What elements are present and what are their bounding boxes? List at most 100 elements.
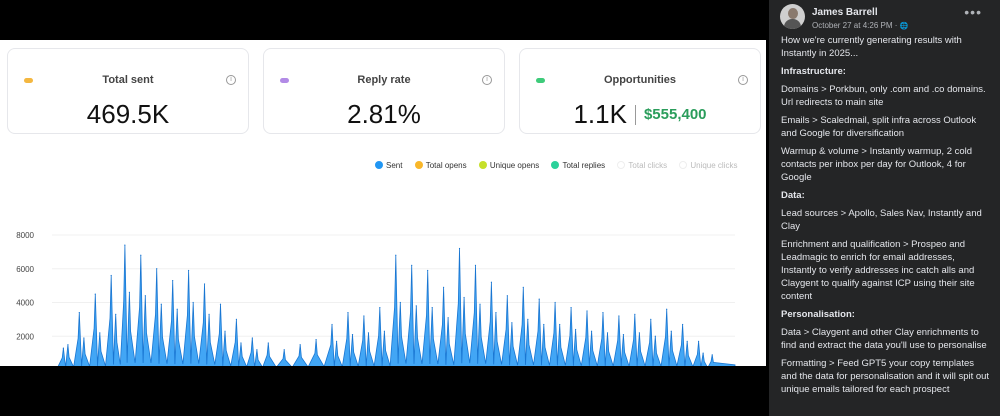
- sent-peak-point: [172, 279, 174, 282]
- avatar-body: [784, 19, 801, 29]
- sent-peak-point: [331, 323, 333, 326]
- info-icon[interactable]: i: [226, 75, 236, 85]
- y-tick-label: 4000: [16, 299, 34, 308]
- total-sent-value: 469.5K: [86, 99, 170, 129]
- sent-peak-point: [299, 344, 301, 346]
- legend-dot-icon: [617, 161, 626, 169]
- sent-peak-point: [160, 303, 162, 305]
- total-sent-card: Total sent i 469.5K: [7, 48, 249, 134]
- legend-label: Unique opens: [489, 161, 540, 170]
- post-author[interactable]: James Barrell: [812, 7, 878, 18]
- sent-peak-point: [240, 342, 242, 344]
- sent-peak-point: [399, 301, 401, 304]
- sent-peak-point: [442, 286, 445, 288]
- legend-item-total-replies[interactable]: Total replies: [551, 161, 605, 170]
- reply-rate-title: Reply rate: [357, 74, 411, 86]
- sent-peak-point: [363, 315, 365, 317]
- sent-peak-point: [479, 303, 481, 305]
- sent-peak-point: [490, 281, 492, 283]
- legend-item-sent[interactable]: Sent: [375, 161, 402, 170]
- sent-peak-point: [235, 318, 238, 320]
- info-icon[interactable]: i: [738, 75, 748, 85]
- legend-item-total-clicks[interactable]: Total clicks: [617, 161, 667, 170]
- sent-peak-point: [347, 312, 349, 314]
- legend-dot-icon: [679, 161, 688, 169]
- legend-item-unique-opens[interactable]: Unique opens: [478, 161, 540, 170]
- post-heading: Personalisation:: [781, 309, 855, 320]
- info-icon[interactable]: i: [482, 75, 492, 85]
- post-timestamp[interactable]: October 27 at 4:26 PM ·: [812, 21, 900, 30]
- sent-peak-point: [686, 340, 688, 342]
- sent-peak-point: [638, 332, 640, 334]
- post-paragraph: How we're currently generating results w…: [781, 35, 962, 59]
- sent-peak-point: [463, 296, 465, 299]
- post-paragraph: Enrichment and qualification > Prospeo a…: [781, 239, 975, 302]
- sent-peak-point: [527, 318, 529, 320]
- sent-peak-point: [682, 323, 684, 326]
- sent-peak-point: [506, 295, 508, 297]
- sent-peak-point: [654, 335, 656, 337]
- reply-rate-value: 2.81%: [347, 99, 421, 129]
- sent-peak-point: [590, 330, 593, 332]
- divider: [634, 105, 636, 125]
- post-heading: Infrastructure:: [781, 66, 846, 77]
- y-tick-label: 6000: [16, 265, 34, 274]
- sent-peak-point: [586, 310, 588, 312]
- avatar-head: [788, 8, 798, 19]
- avatar[interactable]: [780, 4, 805, 29]
- sent-peak-point: [543, 323, 545, 326]
- sent-peak-point: [267, 342, 269, 344]
- sent-peak-point: [192, 301, 194, 304]
- legend-label: Total clicks: [628, 161, 668, 170]
- legend-label: Total opens: [425, 161, 467, 170]
- sent-peak-point: [383, 330, 385, 332]
- total-sent-title: Total sent: [102, 74, 154, 86]
- legend-label: Total replies: [562, 161, 606, 170]
- sent-peak-point: [570, 306, 572, 309]
- sent-peak-point: [351, 333, 354, 336]
- sent-peak-point: [203, 283, 206, 285]
- sent-peak-point: [94, 293, 96, 295]
- sent-peak-point: [458, 247, 461, 250]
- dashboard-panel: Total sent i 469.5K Reply rate i 2.81% O…: [0, 40, 766, 366]
- sent-peak-point: [110, 274, 112, 277]
- sent-peak-point: [124, 244, 126, 246]
- sent-peak-point: [670, 330, 672, 332]
- opportunities-dot-icon: [536, 78, 545, 83]
- sent-peak-point: [251, 337, 253, 339]
- legend-dot-icon: [478, 161, 487, 169]
- post-paragraph: Formatting > Feed GPT5 your copy templat…: [781, 358, 990, 395]
- post-paragraph: Warmup & volume > Instantly warmup, 2 co…: [781, 146, 973, 183]
- legend-dot-icon: [375, 161, 383, 169]
- sent-area: [57, 245, 736, 366]
- sent-peak-point: [559, 323, 561, 326]
- sent-peak-point: [156, 268, 158, 270]
- opportunities-value: 1.1K $555,400: [520, 99, 760, 130]
- sent-peak-point: [415, 305, 417, 307]
- sent-peak-point: [62, 347, 64, 349]
- sent-peak-point: [618, 315, 620, 317]
- sent-peak-point: [315, 339, 317, 341]
- sent-peak-point: [99, 332, 101, 334]
- post-paragraph: Domains > Porkbun, only .com and .co dom…: [781, 84, 986, 108]
- sent-peak-point: [140, 254, 142, 256]
- sent-peak-point: [128, 291, 131, 293]
- sent-peak-point: [538, 298, 540, 300]
- more-options-icon[interactable]: •••: [964, 4, 982, 20]
- sent-peak-point: [188, 269, 190, 272]
- sent-peak-point: [447, 317, 449, 319]
- sent-peak-point: [176, 308, 178, 310]
- sent-peak-point: [650, 318, 652, 320]
- sent-peak-point: [602, 312, 604, 314]
- sent-peak-point: [219, 303, 222, 305]
- sent-peak-point: [634, 313, 636, 315]
- legend-item-unique-clicks[interactable]: Unique clicks: [679, 161, 737, 170]
- sent-peak-point: [522, 286, 524, 288]
- total-sent-dot-icon: [24, 78, 33, 83]
- opportunities-amount: $555,400: [643, 106, 707, 123]
- legend-label: Unique clicks: [690, 161, 738, 170]
- sent-peak-point: [666, 308, 668, 310]
- sent-peak-point: [115, 313, 117, 315]
- legend-item-total-opens[interactable]: Total opens: [414, 161, 467, 170]
